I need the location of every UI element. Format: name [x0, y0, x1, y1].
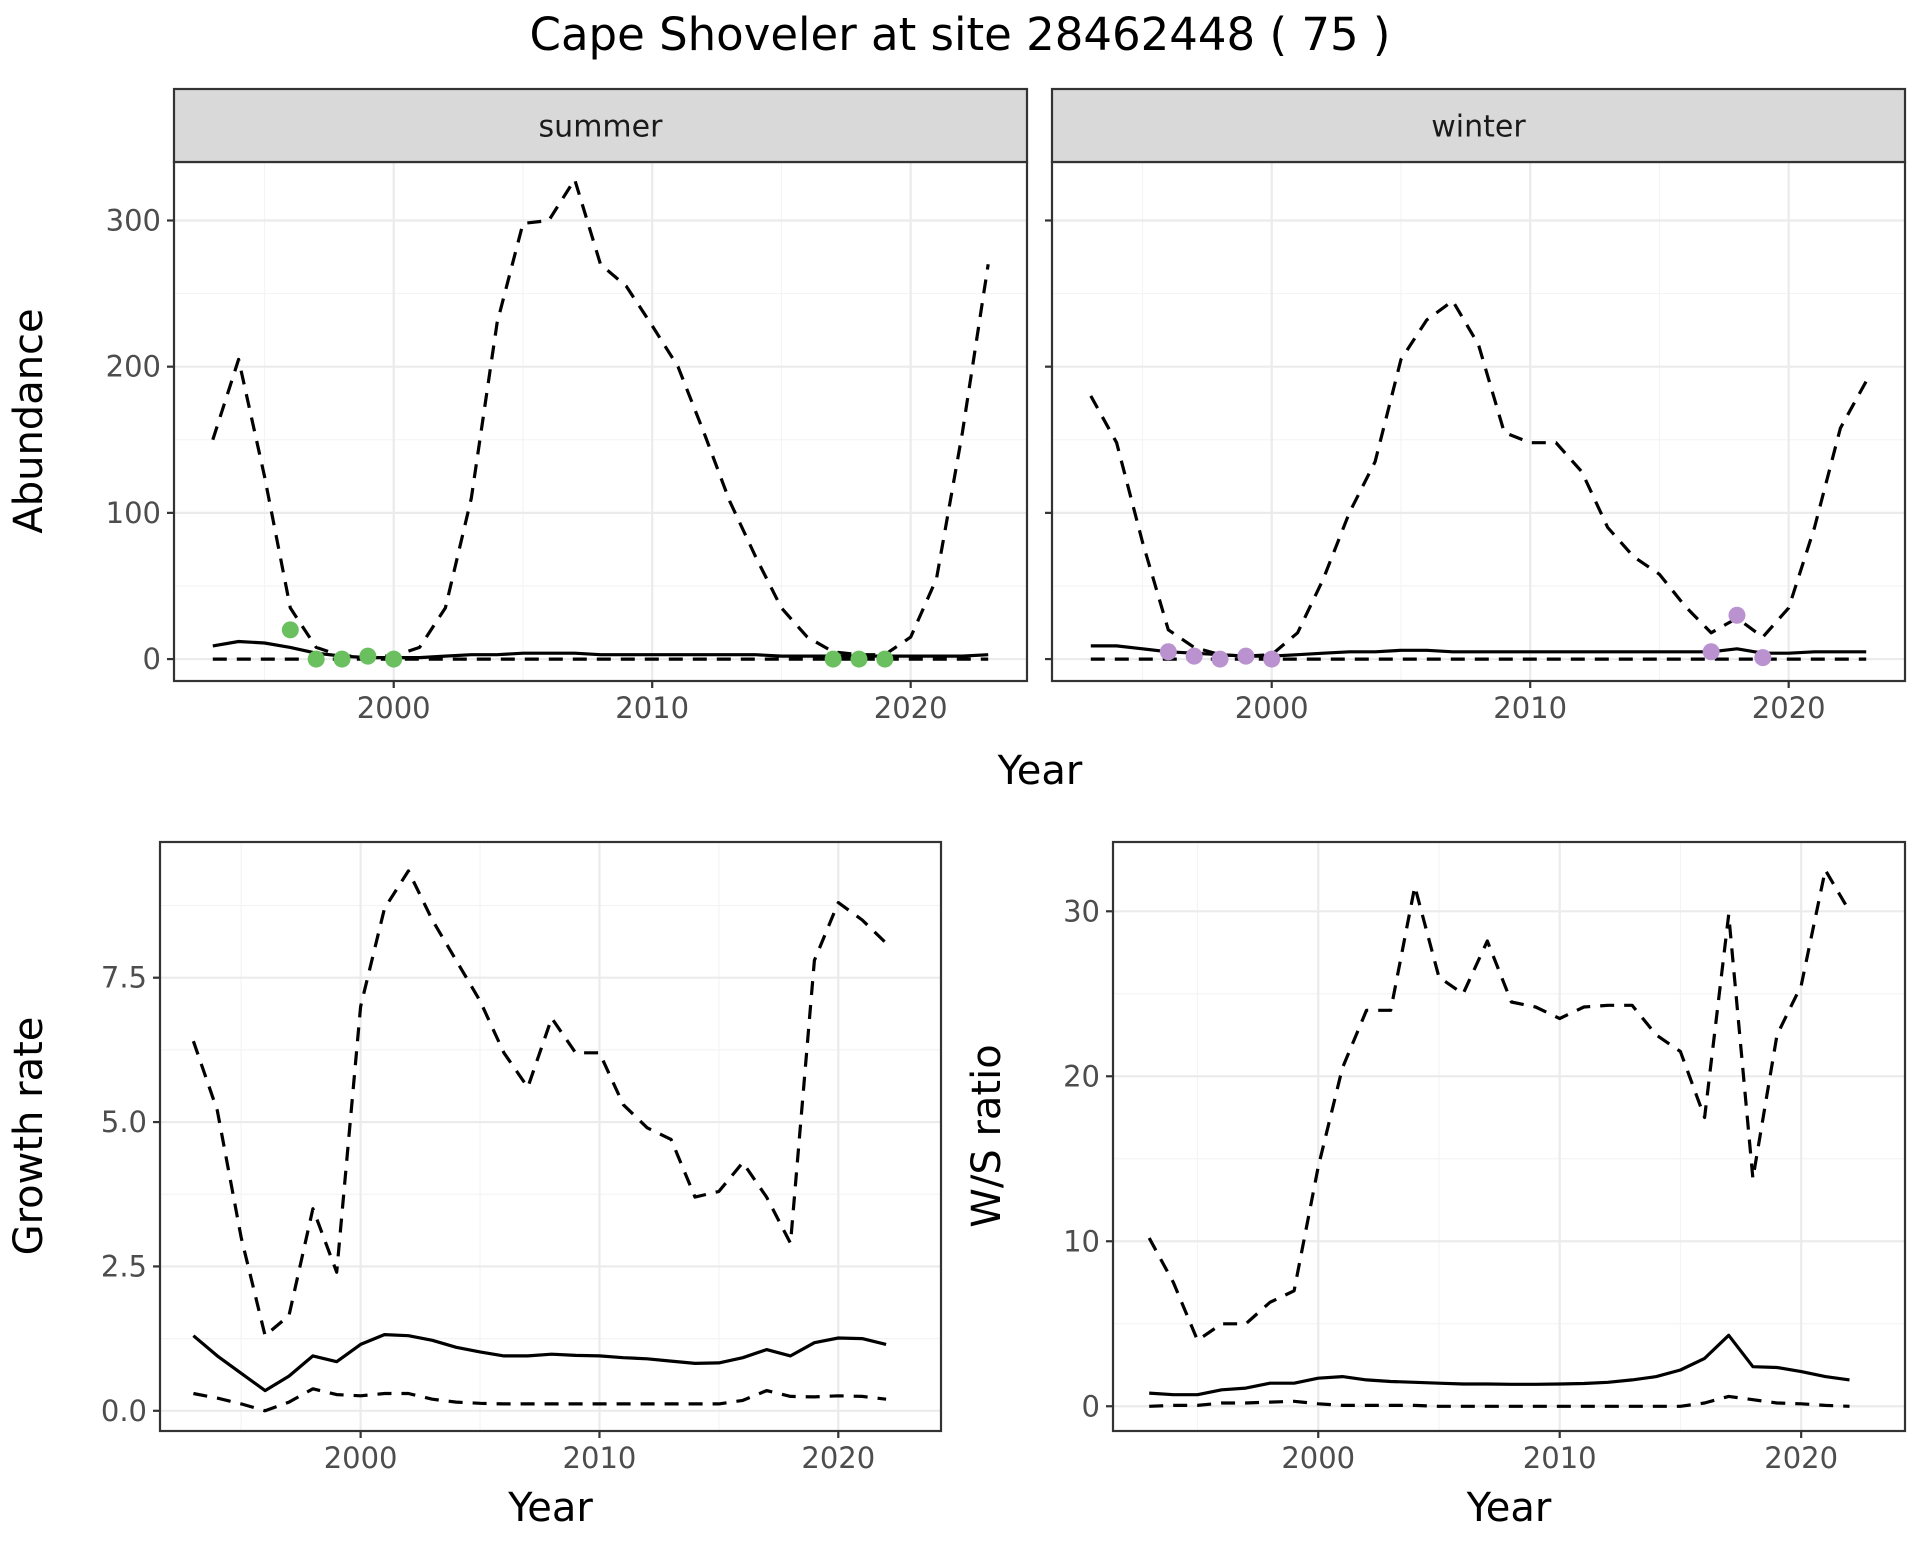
series-line-1-solid [192, 1332, 887, 1393]
y-tick-label: 5.0 [101, 1105, 147, 1139]
series-line-0-dashed [191, 869, 888, 1338]
facet-strip-label: summer [539, 110, 664, 145]
facet-strip-label: winter [1431, 110, 1526, 145]
observation-point [850, 650, 868, 668]
chart-panel-growth-rate: 2000 2010 2020 0.0 2.5 5.0 7.5 Growth rate Year [6, 840, 943, 1531]
observation-point [385, 650, 403, 668]
y-tick-label: 200 [106, 350, 161, 384]
observation-point [359, 647, 377, 665]
chart-panel-ws-ratio: 2000 2010 2020 0 10 20 30 W/S ratio Year [964, 840, 1907, 1531]
panel-border [158, 840, 943, 1433]
observation-point [1237, 647, 1255, 665]
facet-strip [1050, 87, 1907, 164]
x-tick-label: 2020 [1764, 1441, 1838, 1475]
x-tick-label: 2020 [801, 1441, 875, 1475]
observation-point [307, 650, 325, 668]
y-axis-title: Growth rate [6, 1017, 52, 1256]
y-tick-label: 10 [1063, 1224, 1100, 1258]
observation-point [1702, 643, 1720, 661]
y-axis-title: Abundance [6, 308, 52, 533]
x-tick-label: 2020 [874, 691, 948, 725]
facet-strip [172, 87, 1029, 164]
panel-background [160, 842, 941, 1431]
y-tick-label: 100 [106, 496, 161, 530]
chart-panel-summer: summer 2000 2010 2020 0 100 200 300 Abundance [6, 87, 1029, 725]
y-tick-label: 7.5 [101, 961, 147, 995]
main-title: Cape Shoveler at site 28462448 ( 75 ) [530, 8, 1391, 61]
panel-background [174, 162, 1027, 681]
x-tick-label: 2010 [1523, 1441, 1597, 1475]
chart-panel-winter: winter 2000 2010 2020 [1045, 87, 1907, 725]
observation-point [824, 650, 842, 668]
x-tick-label: 2000 [1281, 1441, 1355, 1475]
series-line-2-dashed [193, 1387, 887, 1413]
observation-point [876, 650, 894, 668]
x-tick-label: 2000 [1235, 691, 1309, 725]
y-tick-label: 0.0 [101, 1394, 147, 1428]
x-axis-title-shared: Year [997, 748, 1083, 794]
x-tick-label: 2000 [324, 1441, 398, 1475]
x-axis-title: Year [507, 1485, 593, 1531]
series-line-2-dashed [1149, 1394, 1850, 1408]
panel-background [1052, 162, 1905, 681]
observation-point [1263, 650, 1281, 668]
observation-point [333, 650, 351, 668]
x-tick-label: 2010 [1493, 691, 1567, 725]
x-tick-label: 2020 [1752, 691, 1826, 725]
x-tick-label: 2010 [615, 691, 689, 725]
observation-point [281, 621, 299, 639]
y-axis-title: W/S ratio [964, 1044, 1010, 1227]
observation-point [1185, 647, 1203, 665]
x-axis-title: Year [1466, 1485, 1552, 1531]
series-line-0-dashed [1147, 868, 1851, 1342]
series-line-1-solid [1149, 1333, 1850, 1397]
y-tick-label: 30 [1063, 894, 1100, 928]
observation-point [1728, 606, 1746, 624]
observation-point [1211, 650, 1229, 668]
panel-border [1111, 840, 1907, 1433]
observation-point [1159, 643, 1177, 661]
y-tick-label: 0 [1082, 1389, 1100, 1423]
x-tick-label: 2010 [563, 1441, 637, 1475]
observation-point [1754, 649, 1772, 667]
y-tick-label: 300 [106, 203, 161, 237]
y-tick-label: 20 [1063, 1059, 1100, 1093]
x-tick-label: 2000 [357, 691, 431, 725]
y-tick-label: 0 [143, 642, 161, 676]
y-tick-label: 2.5 [101, 1249, 147, 1283]
panel-background [1113, 842, 1905, 1431]
